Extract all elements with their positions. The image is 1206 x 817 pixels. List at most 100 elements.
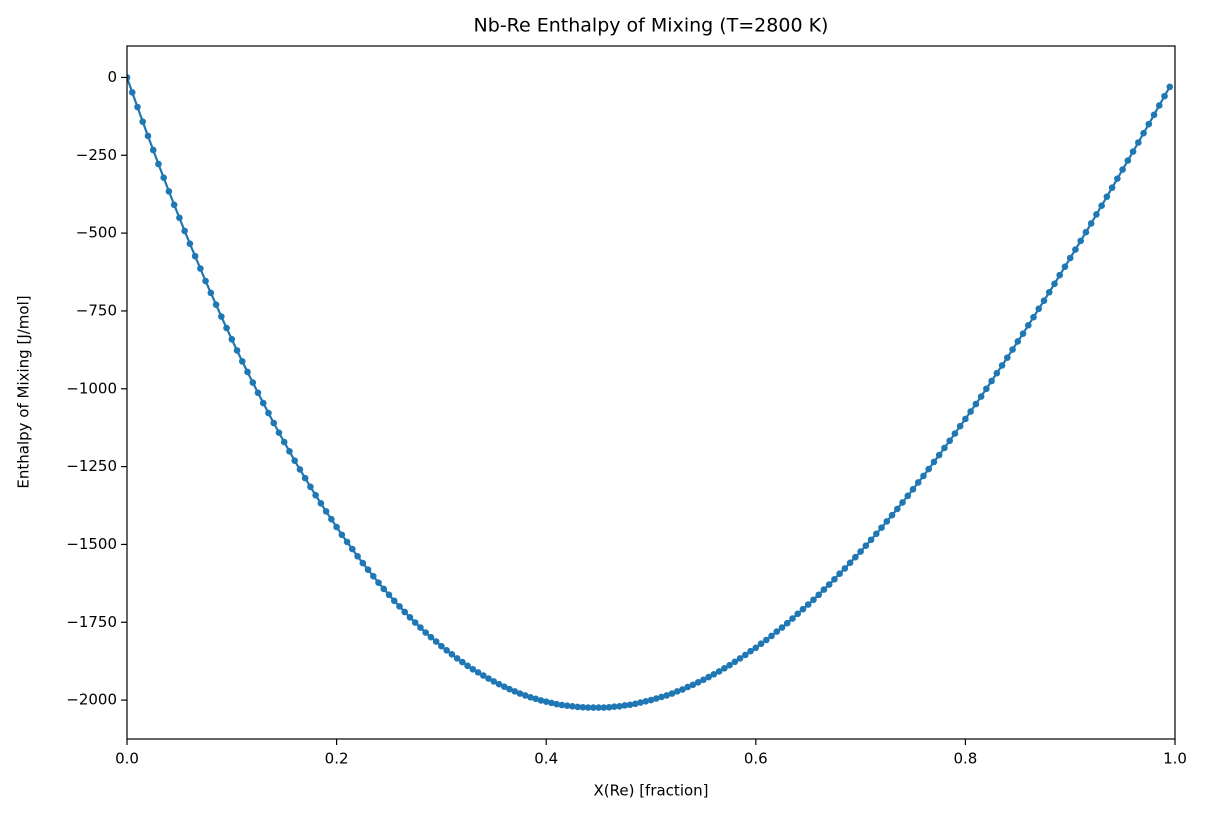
data-point [280, 438, 288, 446]
data-point [1166, 83, 1174, 91]
data-point [757, 640, 765, 648]
data-point [1103, 193, 1111, 200]
data-point [532, 695, 540, 703]
data-point [794, 610, 802, 618]
data-point [516, 690, 524, 697]
data-point [946, 437, 953, 445]
data-point [626, 701, 634, 709]
data-point [139, 118, 147, 125]
data-point [930, 458, 938, 466]
data-point [721, 665, 728, 672]
data-point [176, 214, 183, 222]
data-point [1045, 288, 1053, 296]
data-point [500, 683, 508, 690]
data-point [815, 591, 822, 599]
data-point [1135, 139, 1142, 146]
y-tick-label: −750 [76, 301, 117, 319]
data-point [244, 368, 251, 376]
data-point [233, 347, 241, 354]
data-point [673, 688, 681, 695]
plot-area [127, 74, 1174, 711]
data-point [1161, 92, 1168, 100]
data-point [1087, 220, 1095, 227]
data-point [328, 515, 335, 523]
data-point [574, 703, 581, 711]
data-point [1077, 237, 1084, 245]
data-point [715, 668, 723, 675]
data-point [495, 680, 503, 688]
y-tick-label: −1750 [66, 613, 117, 631]
data-point [1004, 354, 1011, 361]
data-point [1098, 202, 1105, 210]
data-point [254, 389, 262, 397]
data-point [668, 690, 676, 697]
data-point [401, 608, 409, 616]
data-point [1072, 246, 1079, 253]
data-point [1108, 184, 1116, 191]
data-point [595, 704, 602, 711]
data-point [249, 379, 257, 386]
axes-frame [126, 45, 1176, 740]
y-axis-label: Enthalpy of Mixing [J/mol] [15, 295, 33, 488]
data-point [464, 662, 471, 670]
data-point [590, 704, 597, 711]
data-point [742, 651, 749, 659]
data-point [867, 536, 875, 544]
data-point [511, 688, 519, 695]
data-point [443, 646, 450, 654]
data-point [883, 518, 891, 525]
data-point [899, 499, 906, 506]
data-point [967, 408, 974, 415]
data-point [385, 591, 393, 599]
data-point [726, 661, 733, 669]
data-point [197, 265, 204, 272]
data-point [128, 89, 136, 96]
data-point [312, 491, 319, 499]
data-point [480, 672, 487, 679]
data-point [259, 399, 267, 407]
y-tick-label: −1500 [66, 535, 117, 553]
y-tick-label: −2000 [66, 691, 117, 709]
y-tick-label: −1000 [66, 379, 117, 397]
data-point [563, 702, 571, 709]
data-point [825, 581, 833, 588]
data-point [768, 632, 775, 640]
data-point [605, 703, 613, 711]
data-point [1061, 263, 1069, 271]
data-point [537, 697, 545, 704]
data-point [275, 429, 283, 436]
data-point [228, 335, 236, 343]
data-point [909, 486, 917, 493]
x-axis-label: X(Re) [fraction] [593, 782, 708, 800]
data-point [789, 615, 796, 622]
data-point [380, 585, 388, 593]
data-point [453, 655, 461, 662]
data-point [469, 665, 477, 673]
data-point [417, 624, 424, 631]
data-point [1024, 321, 1032, 329]
data-point [191, 252, 199, 260]
data-point [810, 596, 817, 604]
data-point [155, 160, 162, 168]
data-point [747, 647, 754, 655]
data-point [783, 619, 791, 627]
data-point [993, 369, 1001, 377]
data-point [406, 613, 414, 621]
data-point [127, 74, 131, 81]
data-point [1093, 211, 1100, 218]
data-point [349, 545, 356, 553]
data-point [642, 698, 650, 705]
data-point [804, 601, 812, 608]
data-point [888, 511, 896, 519]
data-point [1155, 102, 1163, 109]
data-point [799, 605, 807, 613]
data-point [846, 559, 854, 567]
data-point [411, 619, 419, 626]
data-point [438, 642, 445, 650]
data-point [291, 457, 298, 464]
data-point [862, 542, 870, 549]
data-point [920, 472, 927, 480]
data-point [186, 240, 194, 247]
data-point [831, 575, 838, 583]
